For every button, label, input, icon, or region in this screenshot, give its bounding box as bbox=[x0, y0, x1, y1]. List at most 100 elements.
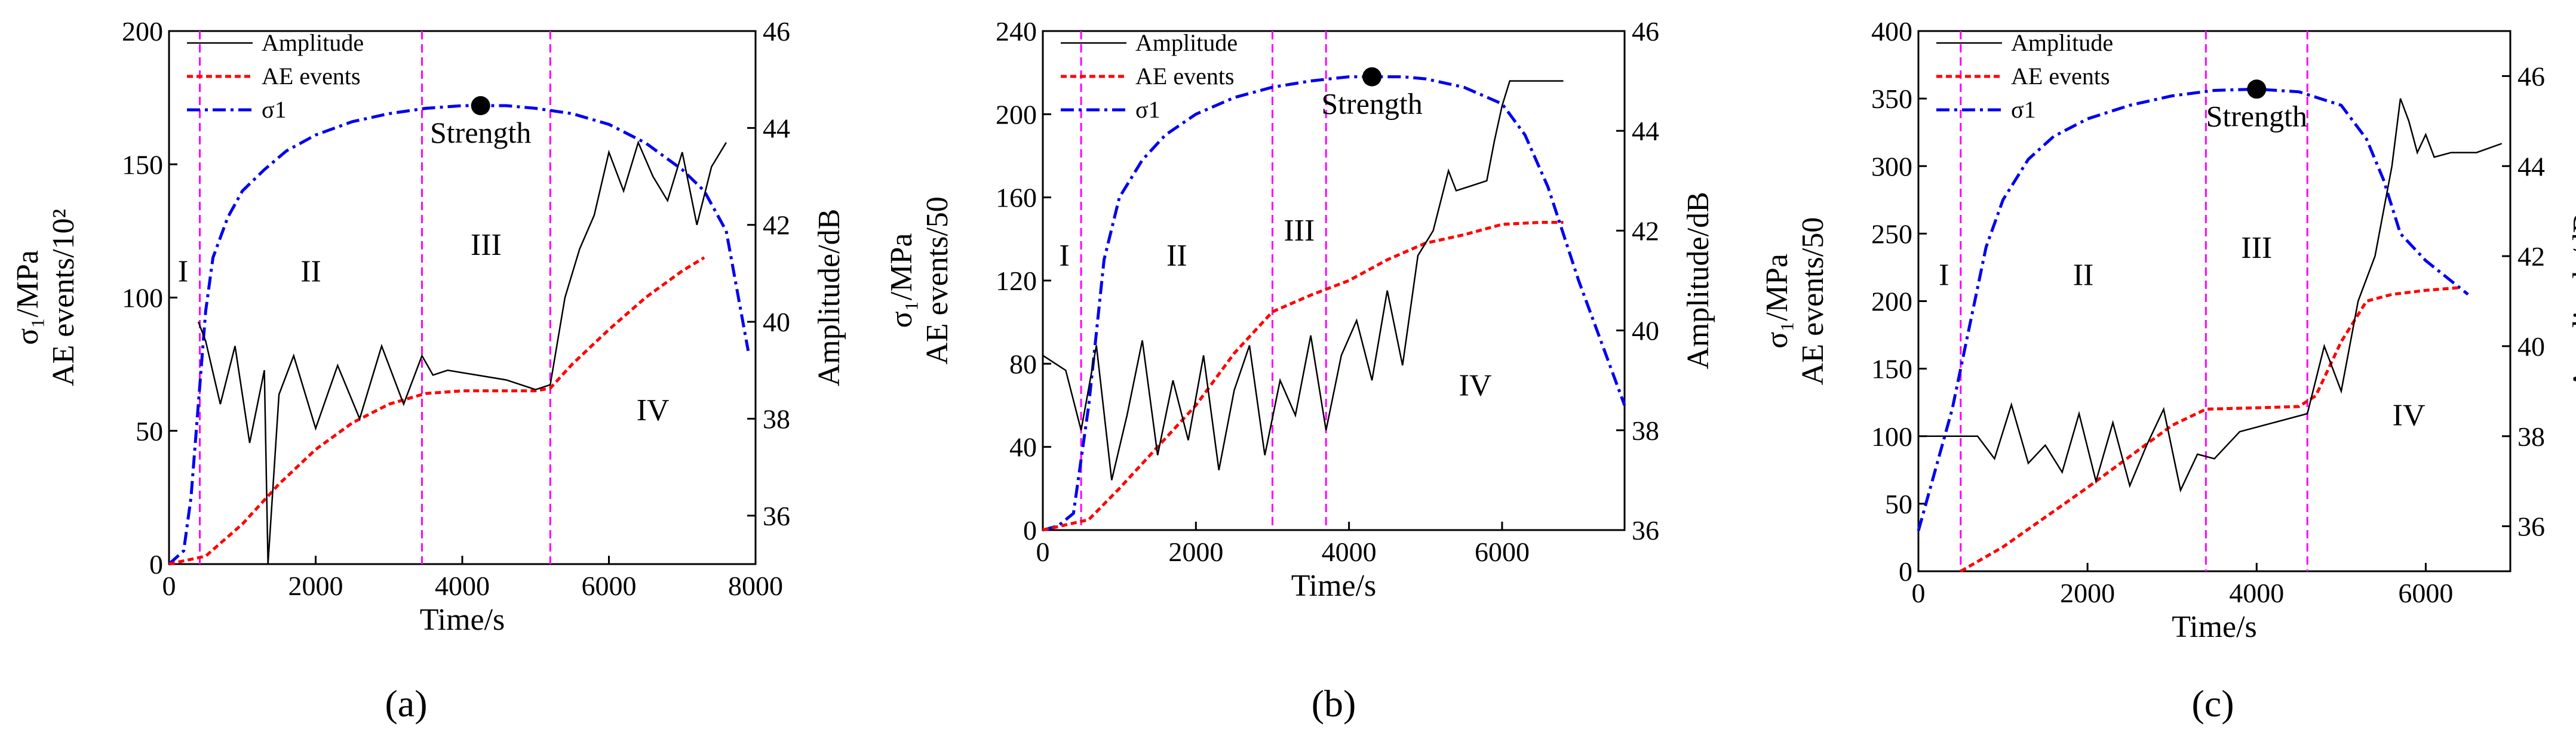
y2-axis-label: Amplitude/dB bbox=[1681, 192, 1715, 369]
y2-axis-label: Amplitude/dB bbox=[812, 209, 846, 387]
panel-caption: (a) bbox=[385, 682, 427, 725]
plot-frame bbox=[168, 30, 757, 565]
series-line-amplitude bbox=[1042, 80, 1564, 481]
x-tick-label: 0 bbox=[1912, 578, 1926, 608]
x-tick-label: 0 bbox=[162, 571, 176, 601]
series-line-ae-events bbox=[168, 256, 705, 566]
y-tick-label: 200 bbox=[996, 99, 1037, 130]
panel-a: 0 2000 4000 6000 8000 0 50 100 150 200 36 38 40 42 44 4… bbox=[11, 16, 846, 725]
x-axis-label: Time/s bbox=[1291, 569, 1377, 603]
y2-tick-label: 40 bbox=[763, 307, 790, 337]
series-line--1 bbox=[1917, 87, 2469, 531]
series-line--1 bbox=[1042, 75, 1626, 532]
y-tick-label: 160 bbox=[996, 183, 1037, 213]
stage-label: IV bbox=[637, 393, 670, 427]
y2-tick-label: 42 bbox=[763, 210, 790, 241]
legend-entry: Amplitude bbox=[1135, 29, 1238, 56]
strength-label: Strength bbox=[1321, 87, 1422, 121]
y-tick-label: 100 bbox=[1871, 421, 1912, 452]
stage-label: I bbox=[1059, 239, 1069, 273]
strength-marker bbox=[1362, 67, 1382, 87]
y2-tick-label: 42 bbox=[1632, 215, 1659, 246]
y-tick-label: 0 bbox=[1023, 515, 1037, 546]
x-tick-label: 8000 bbox=[728, 571, 783, 601]
y2-tick-label: 38 bbox=[763, 404, 790, 434]
y2-tick-label: 44 bbox=[763, 113, 790, 143]
y-tick-label: 120 bbox=[996, 266, 1037, 296]
stage-label: I bbox=[178, 255, 188, 289]
y-axis-label-line2: AE events/50 bbox=[920, 196, 954, 365]
y-tick-label: 0 bbox=[1899, 556, 1912, 587]
strength-marker bbox=[471, 96, 490, 116]
stage-label: II bbox=[300, 255, 321, 289]
y2-axis-label: Amplitude/dB bbox=[2567, 213, 2576, 390]
panel-b: 0 2000 4000 6000 0 40 80 120 160 200 240 36 38 40 42 44… bbox=[885, 16, 1715, 725]
panel-caption: (b) bbox=[1312, 682, 1356, 725]
y2-tick-label: 38 bbox=[1632, 415, 1659, 446]
x-tick-label: 2000 bbox=[1168, 537, 1223, 567]
x-tick-label: 6000 bbox=[1475, 537, 1530, 567]
y-tick-label: 200 bbox=[122, 16, 163, 47]
y2-tick-label: 38 bbox=[2517, 421, 2545, 452]
x-tick-label: 2000 bbox=[288, 571, 343, 601]
x-tick-label: 4000 bbox=[435, 571, 490, 601]
legend-entry: AE events bbox=[2011, 63, 2110, 90]
legend-entry: σ1 bbox=[1135, 96, 1160, 123]
x-tick-label: 2000 bbox=[2060, 578, 2115, 608]
x-tick-label: 0 bbox=[1036, 537, 1050, 567]
stage-label: III bbox=[2241, 231, 2272, 265]
y2-tick-label: 36 bbox=[1632, 515, 1659, 546]
y-tick-label: 150 bbox=[1871, 354, 1912, 384]
y-tick-label: 50 bbox=[136, 416, 163, 446]
panel-c: 0 2000 4000 6000 0 50 100 150 200 250 300 350 400 36 3… bbox=[1760, 16, 2576, 725]
panel-caption: (c) bbox=[2191, 682, 2234, 725]
y-tick-label: 80 bbox=[1009, 349, 1037, 379]
y-tick-label: 200 bbox=[1871, 287, 1912, 317]
y2-tick-label: 42 bbox=[2517, 241, 2545, 272]
y2-tick-label: 46 bbox=[763, 16, 790, 47]
x-axis-label: Time/s bbox=[420, 603, 505, 637]
y2-tick-label: 46 bbox=[1632, 16, 1659, 47]
stage-label: III bbox=[1284, 214, 1315, 248]
legend-entry: AE events bbox=[262, 63, 361, 90]
y-tick-label: 150 bbox=[122, 149, 163, 180]
x-tick-label: 6000 bbox=[582, 571, 637, 601]
series-line-amplitude bbox=[197, 140, 727, 565]
x-tick-label: 6000 bbox=[2398, 578, 2453, 608]
y2-tick-label: 36 bbox=[763, 501, 790, 531]
y-tick-label: 40 bbox=[1009, 432, 1037, 463]
legend-entry: σ1 bbox=[2011, 96, 2036, 123]
y-axis-label-line1: σ₁/MPa bbox=[11, 250, 45, 345]
series-line--1 bbox=[168, 104, 750, 565]
y-tick-label: 0 bbox=[149, 549, 163, 580]
y2-tick-label: 44 bbox=[2517, 151, 2545, 181]
strength-label: Strength bbox=[2206, 99, 2307, 133]
x-tick-label: 4000 bbox=[1322, 537, 1377, 567]
y-axis-label-line1: σ₁/MPa bbox=[1760, 254, 1794, 349]
y-axis-label-line1: σ₁/MPa bbox=[885, 233, 919, 328]
stage-label: II bbox=[2073, 258, 2094, 292]
y2-tick-label: 44 bbox=[1632, 116, 1659, 146]
y2-tick-label: 46 bbox=[2517, 61, 2545, 91]
stage-label: II bbox=[1166, 239, 1187, 273]
y-axis-label-line2: AE events/10² bbox=[47, 209, 81, 386]
y2-tick-label: 40 bbox=[2517, 331, 2545, 362]
stage-label: I bbox=[1939, 258, 1949, 292]
y-tick-label: 350 bbox=[1871, 84, 1912, 114]
stage-label: III bbox=[471, 228, 502, 262]
series-line-ae-events bbox=[1042, 221, 1564, 532]
y-tick-label: 240 bbox=[996, 16, 1037, 47]
y-tick-label: 400 bbox=[1871, 16, 1912, 47]
y-tick-label: 100 bbox=[122, 283, 163, 313]
stage-label: IV bbox=[2393, 399, 2425, 433]
y-tick-label: 50 bbox=[1885, 489, 1912, 519]
x-axis-label: Time/s bbox=[2172, 610, 2257, 644]
legend-entry: σ1 bbox=[262, 96, 287, 123]
series-line-amplitude bbox=[1918, 98, 2503, 493]
y-tick-label: 300 bbox=[1871, 151, 1912, 181]
y-tick-label: 250 bbox=[1871, 218, 1912, 249]
strength-marker bbox=[2247, 79, 2267, 99]
series-line-ae-events bbox=[1960, 286, 2460, 573]
legend-entry: Amplitude bbox=[262, 29, 364, 56]
